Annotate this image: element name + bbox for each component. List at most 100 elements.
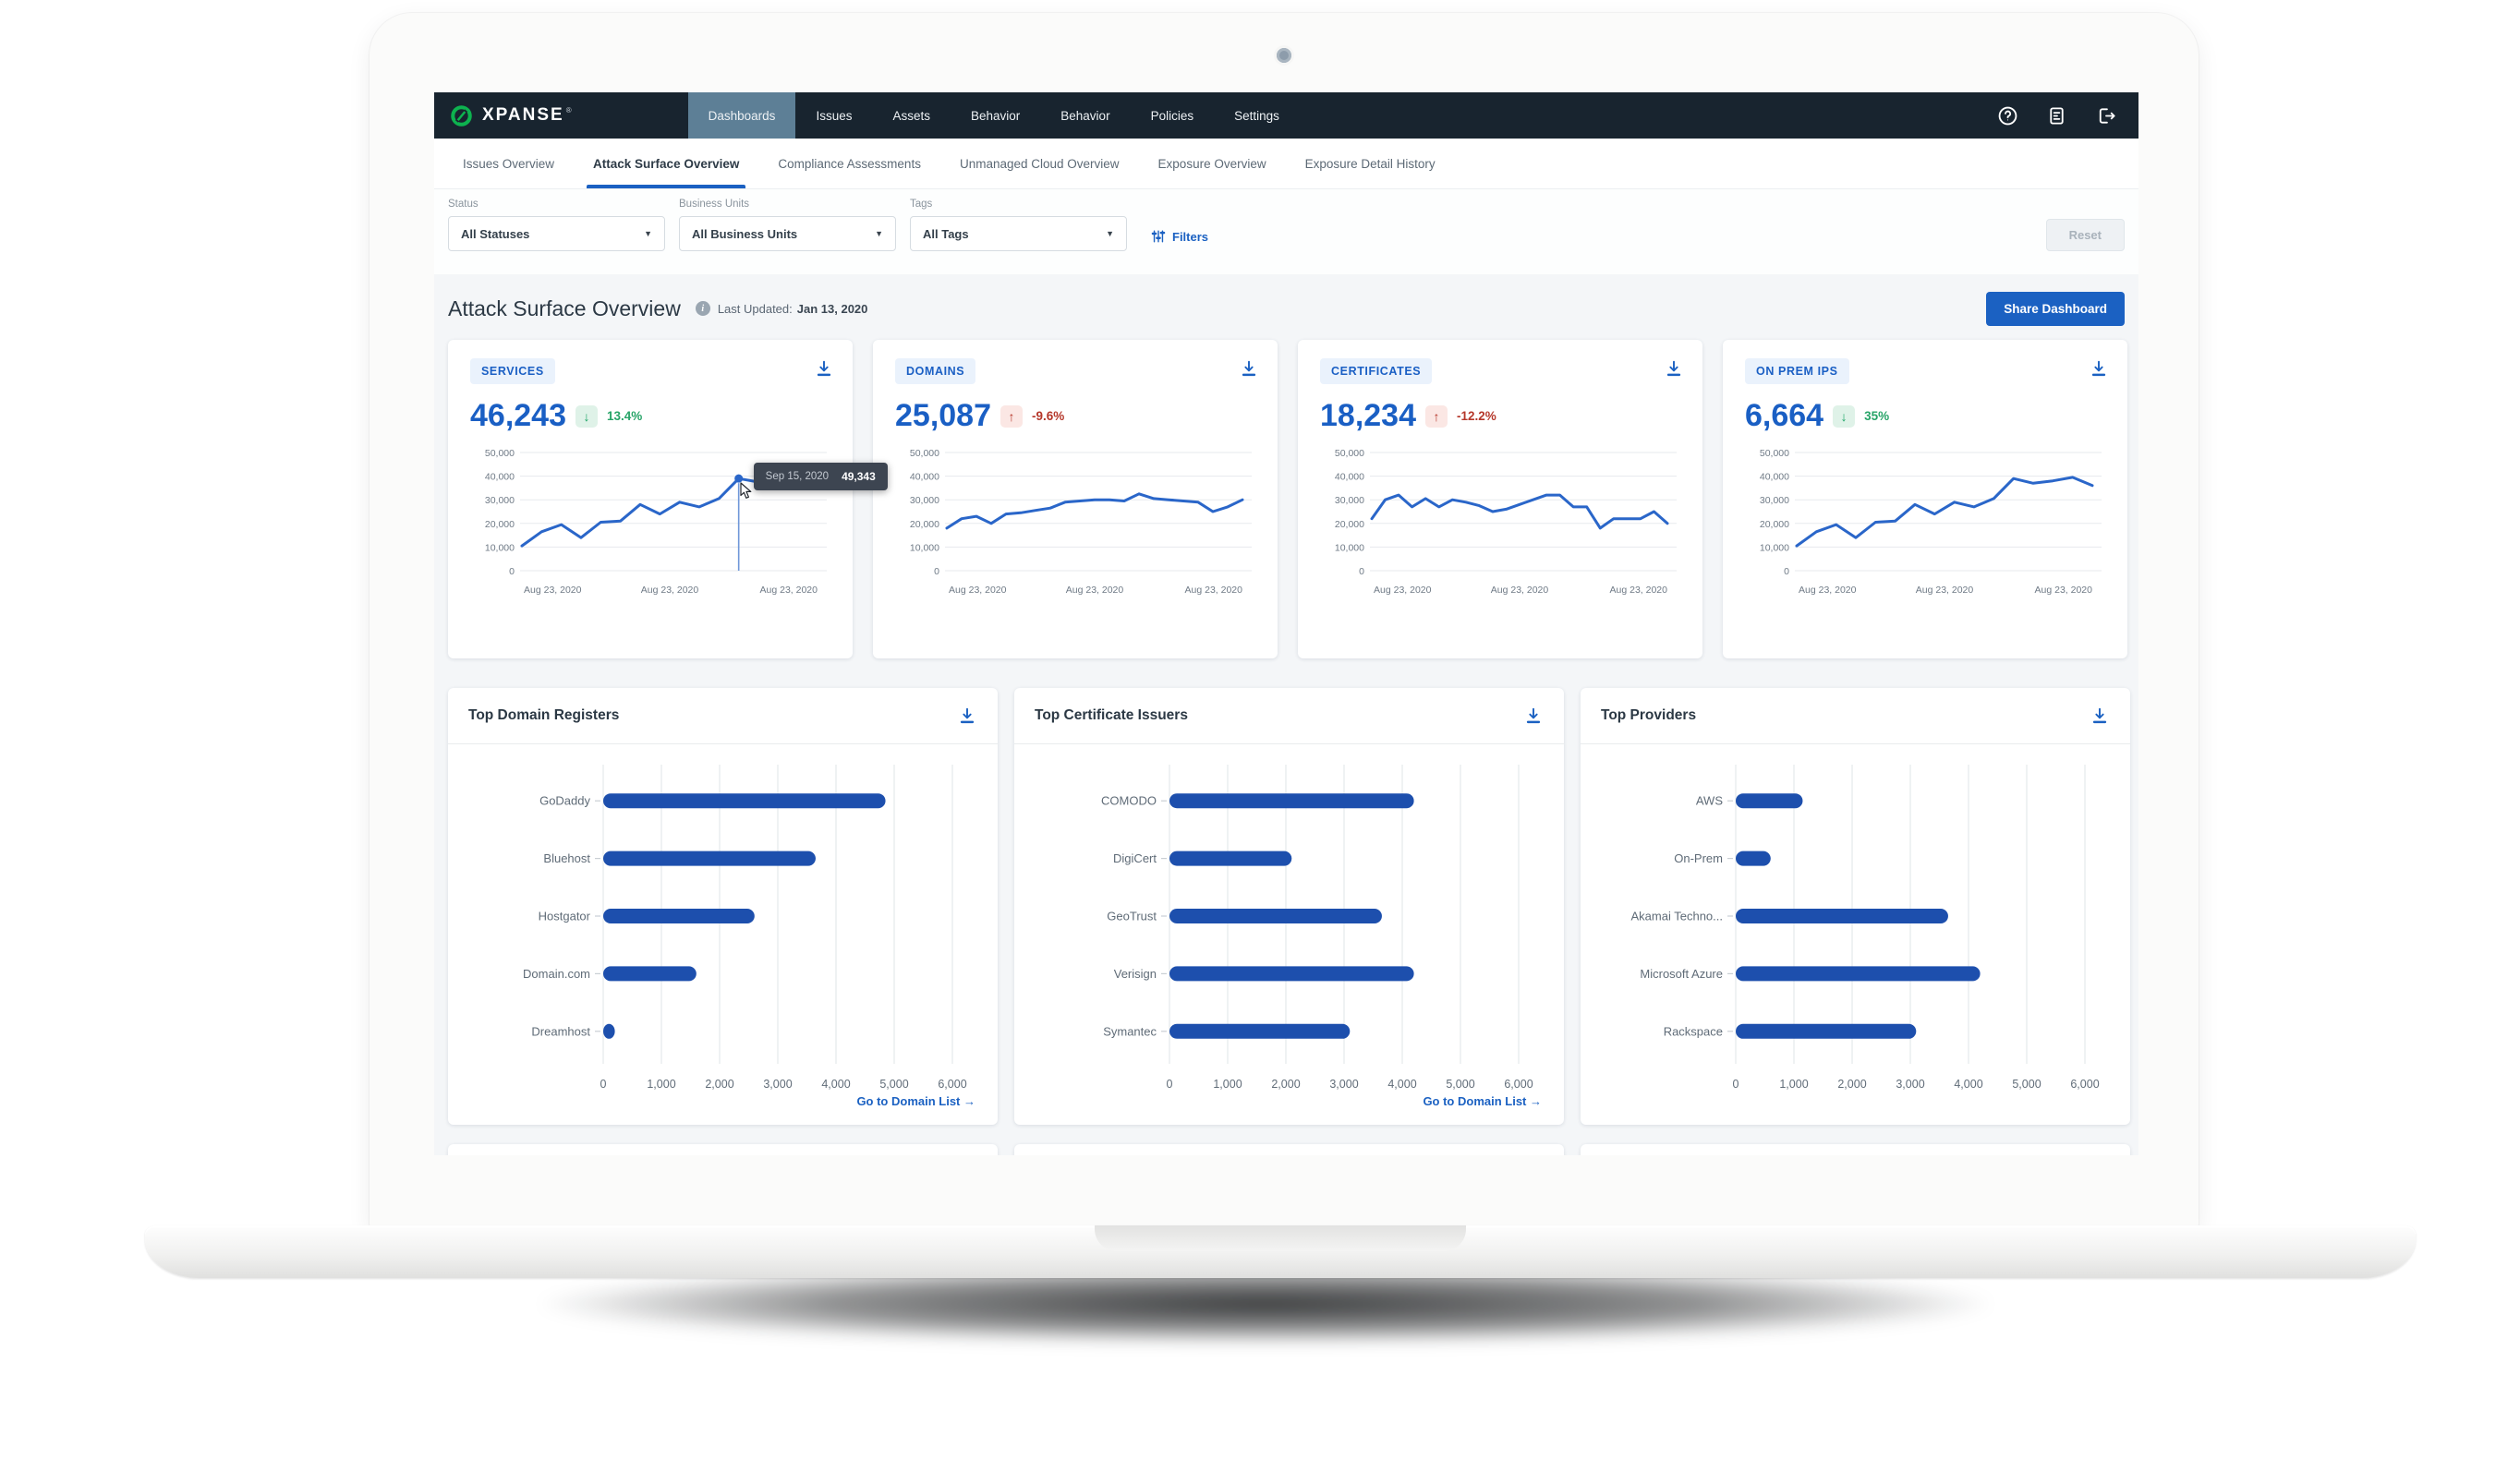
tab-issues-overview[interactable]: Issues Overview bbox=[463, 156, 555, 171]
filters-button-label: Filters bbox=[1172, 229, 1209, 244]
download-icon[interactable] bbox=[2090, 706, 2110, 726]
filter-label-status: Status bbox=[448, 199, 479, 210]
svg-text:Verisign: Verisign bbox=[1113, 967, 1156, 981]
laptop-base bbox=[145, 1225, 2416, 1278]
info-icon: i bbox=[695, 301, 710, 316]
download-icon[interactable] bbox=[1239, 358, 1259, 379]
svg-text:20,000: 20,000 bbox=[910, 519, 939, 530]
logout-icon[interactable] bbox=[2095, 105, 2116, 127]
nav-item-policies[interactable]: Policies bbox=[1150, 108, 1194, 123]
tab-bar: Issues Overview Attack Surface Overview Co… bbox=[434, 139, 2138, 189]
svg-text:Akamai Techno...: Akamai Techno... bbox=[1630, 910, 1722, 923]
svg-text:Dreamhost: Dreamhost bbox=[531, 1024, 590, 1038]
nav-icons bbox=[1997, 92, 2138, 139]
go-to-domain-list-link[interactable]: Go to Domain List → bbox=[1423, 1094, 1542, 1108]
tab-compliance-assessments[interactable]: Compliance Assessments bbox=[778, 156, 921, 171]
bar-card-top-domain-registers: Top Domain Registers 0 1,000 2,000 3,000 4,00… bbox=[448, 688, 998, 1125]
last-updated-value: Jan 13, 2020 bbox=[796, 301, 868, 316]
stat-card-services: SERVICES 46,243 ↓ 13.4% 0 10,000 20,000 30,000 4… bbox=[448, 340, 888, 658]
top-domain-registers-chart[interactable]: 0 1,000 2,000 3,000 4,000 5,000 6,000 GoDaddy Bl… bbox=[465, 750, 982, 1117]
filter-label-tags: Tags bbox=[910, 199, 933, 210]
svg-text:0: 0 bbox=[1359, 566, 1364, 577]
bar-rackspace[interactable] bbox=[1735, 1023, 1916, 1039]
share-dashboard-button[interactable]: Share Dashboard bbox=[1986, 291, 2125, 326]
page-header: Attack Surface Overview i Last Updated: … bbox=[448, 288, 2125, 329]
download-icon[interactable] bbox=[957, 706, 977, 726]
bar-bluehost[interactable] bbox=[602, 851, 816, 866]
download-icon[interactable] bbox=[1664, 358, 1684, 379]
nav-item-behavior[interactable]: Behavior bbox=[970, 108, 1021, 123]
page-title: Attack Surface Overview bbox=[448, 296, 681, 320]
bar-akamai-techno[interactable] bbox=[1735, 909, 1948, 923]
stat-value: 25,087 bbox=[895, 398, 991, 433]
brand-logo: XPANSE ® bbox=[434, 92, 572, 139]
bar-aws[interactable] bbox=[1735, 793, 1802, 809]
svg-text:AWS: AWS bbox=[1695, 794, 1722, 808]
stat-card-on-prem-ips: ON PREM IPS 6,664 ↓ 35% 0 10,000 20,000 30,000 4… bbox=[1723, 340, 2127, 658]
reset-button[interactable]: Reset bbox=[2045, 219, 2125, 251]
bar-domain-com[interactable] bbox=[602, 966, 697, 982]
svg-text:6,000: 6,000 bbox=[1504, 1078, 1533, 1091]
top-certificate-issuers-chart[interactable]: 0 1,000 2,000 3,000 4,000 5,000 6,000 COMODO Dig… bbox=[1031, 750, 1548, 1117]
arrow-up-icon: ↑ bbox=[1000, 404, 1023, 428]
svg-text:10,000: 10,000 bbox=[485, 542, 515, 553]
nav-item-dashboards[interactable]: Dashboards bbox=[687, 92, 796, 139]
svg-text:Aug 23, 2020: Aug 23, 2020 bbox=[949, 585, 1007, 596]
svg-text:2,000: 2,000 bbox=[1271, 1078, 1300, 1091]
business-units-select[interactable]: All Business Units ▼ bbox=[679, 216, 896, 251]
svg-text:Bluehost: Bluehost bbox=[543, 851, 590, 865]
svg-text:5,000: 5,000 bbox=[2012, 1078, 2041, 1091]
release-notes-icon[interactable] bbox=[2046, 105, 2067, 127]
bar-digicert[interactable] bbox=[1169, 851, 1291, 866]
svg-text:4,000: 4,000 bbox=[821, 1078, 850, 1091]
bar-on-prem[interactable] bbox=[1735, 851, 1771, 866]
hover-tooltip: Sep 15, 2020 49,343 bbox=[753, 463, 888, 491]
bar-card-header: Top Providers bbox=[1581, 688, 2130, 744]
next-row-peek bbox=[448, 1144, 2130, 1155]
tab-exposure-detail-history[interactable]: Exposure Detail History bbox=[1304, 156, 1436, 171]
bar-card-title: Top Providers bbox=[1601, 707, 1697, 723]
nav-item-issues[interactable]: Issues bbox=[816, 108, 853, 123]
delta-value: -12.2% bbox=[1457, 409, 1496, 423]
laptop-trackpad-notch bbox=[1095, 1225, 1466, 1251]
svg-text:50,000: 50,000 bbox=[485, 448, 515, 459]
bar-dreamhost[interactable] bbox=[602, 1023, 615, 1039]
svg-text:5,000: 5,000 bbox=[1446, 1078, 1474, 1091]
download-icon[interactable] bbox=[814, 358, 834, 379]
tab-attack-surface-overview[interactable]: Attack Surface Overview bbox=[574, 139, 758, 188]
svg-text:On-Prem: On-Prem bbox=[1674, 851, 1723, 865]
on-prem-ips-trend-chart[interactable]: 0 10,000 20,000 30,000 40,000 50,000 Aug 23, 2… bbox=[1745, 441, 2105, 606]
stat-value: 6,664 bbox=[1745, 398, 1824, 433]
help-icon[interactable] bbox=[1997, 105, 2018, 127]
bar-symantec[interactable] bbox=[1169, 1023, 1350, 1039]
nav-item-behavior[interactable]: Behavior bbox=[1060, 108, 1110, 123]
brand-name: XPANSE bbox=[482, 105, 564, 125]
certificates-trend-chart[interactable]: 0 10,000 20,000 30,000 40,000 50,000 Aug 23, 2… bbox=[1320, 441, 1680, 606]
download-icon[interactable] bbox=[1523, 706, 1544, 726]
status-select[interactable]: All Statuses ▼ bbox=[448, 216, 665, 251]
bar-geotrust[interactable] bbox=[1169, 909, 1382, 923]
bar-comodo[interactable] bbox=[1169, 793, 1414, 809]
bar-verisign[interactable] bbox=[1169, 966, 1414, 982]
tab-unmanaged-cloud-overview[interactable]: Unmanaged Cloud Overview bbox=[959, 156, 1120, 171]
bar-microsoft-azure[interactable] bbox=[1735, 966, 1981, 982]
filters-button[interactable]: Filters bbox=[1145, 228, 1214, 245]
top-providers-chart[interactable]: 0 1,000 2,000 3,000 4,000 5,000 6,000 AWS On-Pre… bbox=[1597, 750, 2114, 1117]
nav-item-settings[interactable]: Settings bbox=[1234, 108, 1279, 123]
svg-text:3,000: 3,000 bbox=[1896, 1078, 1924, 1091]
bar-hostgator[interactable] bbox=[602, 909, 755, 923]
go-to-domain-list-link[interactable]: Go to Domain List → bbox=[856, 1094, 975, 1108]
download-icon[interactable] bbox=[2089, 358, 2109, 379]
nav-item-assets[interactable]: Assets bbox=[892, 108, 930, 123]
svg-text:10,000: 10,000 bbox=[1760, 542, 1789, 553]
bar-godaddy[interactable] bbox=[602, 793, 886, 809]
svg-text:40,000: 40,000 bbox=[485, 472, 515, 483]
trend-chart-certificates: 0 10,000 20,000 30,000 40,000 50,000 Aug 23, 2… bbox=[1320, 441, 1680, 606]
svg-text:30,000: 30,000 bbox=[485, 495, 515, 506]
tags-select[interactable]: All Tags ▼ bbox=[910, 216, 1127, 251]
tab-exposure-overview[interactable]: Exposure Overview bbox=[1157, 156, 1266, 171]
domains-trend-chart[interactable]: 0 10,000 20,000 30,000 40,000 50,000 Aug 23, 2… bbox=[895, 441, 1255, 606]
laptop-camera bbox=[1277, 48, 1291, 63]
trend-chart-on-prem-ips: 0 10,000 20,000 30,000 40,000 50,000 Aug 23, 2… bbox=[1745, 441, 2105, 606]
